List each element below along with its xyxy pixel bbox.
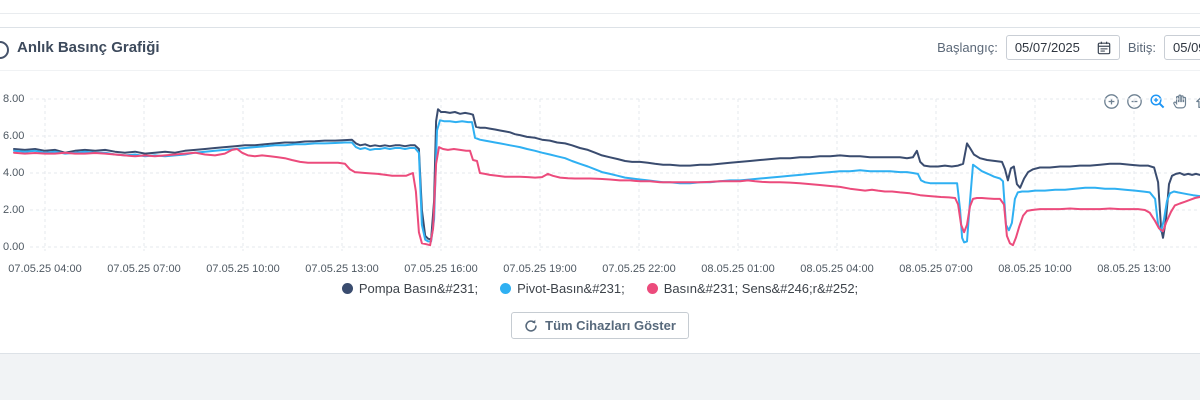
x-axis-tick: 07.05.25 13:00 bbox=[305, 263, 379, 275]
x-axis-tick: 08.05.25 10:00 bbox=[998, 263, 1072, 275]
x-axis-tick: 07.05.25 07:00 bbox=[107, 263, 181, 275]
legend-marker-icon bbox=[500, 283, 512, 294]
section-divider bbox=[0, 14, 1200, 28]
start-date-label: Başlangıç: bbox=[937, 40, 998, 55]
x-axis-tick: 07.05.25 22:00 bbox=[602, 263, 676, 275]
legend-label: Basın&#231; Sens&#246;r&#252; bbox=[663, 281, 859, 296]
y-axis-tick: 8.00 bbox=[3, 93, 25, 105]
legend-item[interactable]: Basın&#231; Sens&#246;r&#252; bbox=[646, 281, 859, 296]
y-axis-tick: 2.00 bbox=[3, 204, 25, 216]
legend-item[interactable]: Pompa Basın&#231; bbox=[341, 281, 479, 296]
start-date-value: 05/07/2025 bbox=[1014, 40, 1080, 55]
end-date-input[interactable]: 05/09/2025 bbox=[1164, 35, 1200, 60]
end-date-value: 05/09/2025 bbox=[1173, 40, 1200, 55]
previous-section-edge bbox=[0, 0, 1200, 14]
chart-toolbar bbox=[1103, 93, 1200, 110]
end-date-label: Bitiş: bbox=[1127, 40, 1156, 55]
zoom-in-icon[interactable] bbox=[1103, 93, 1120, 110]
home-reset-icon[interactable] bbox=[1195, 93, 1200, 110]
y-axis-tick: 6.00 bbox=[3, 130, 25, 142]
legend-marker-icon bbox=[646, 283, 658, 294]
x-axis-tick: 07.05.25 16:00 bbox=[404, 263, 478, 275]
page-title: Anlık Basınç Grafiği bbox=[17, 39, 160, 56]
pressure-chart-card: Anlık Basınç Grafiği Başlangıç: 05/07/20… bbox=[0, 28, 1200, 354]
y-axis-tick: 4.00 bbox=[3, 167, 25, 179]
x-axis-tick: 08.05.25 04:00 bbox=[800, 263, 874, 275]
legend-label: Pivot-Basın&#231; bbox=[517, 281, 625, 296]
x-axis-tick: 07.05.25 10:00 bbox=[206, 263, 280, 275]
chart-bullet-icon bbox=[0, 41, 9, 59]
x-axis-tick: 08.05.25 07:00 bbox=[899, 263, 973, 275]
chart-legend: Pompa Basın&#231; Pivot-Basın&#231; Basın&… bbox=[0, 281, 1200, 296]
x-axis-tick: 08.05.25 01:00 bbox=[701, 263, 775, 275]
start-date-input[interactable]: 05/07/2025 bbox=[1005, 35, 1120, 60]
legend-label: Pompa Basın&#231; bbox=[358, 281, 479, 296]
pan-icon[interactable] bbox=[1172, 93, 1189, 110]
legend-item[interactable]: Pivot-Basın&#231; bbox=[500, 281, 625, 296]
pressure-chart[interactable]: 8.00 6.00 4.00 2.00 0.00 07.05.25 04:00 07.05… bbox=[0, 83, 1200, 283]
y-axis-tick: 0.00 bbox=[3, 241, 25, 253]
x-axis-tick: 08.05.25 13:00 bbox=[1097, 263, 1171, 275]
x-axis-tick: 07.05.25 04:00 bbox=[8, 263, 82, 275]
date-range-controls: Başlangıç: 05/07/2025 Bitiş: 05/09/2025 bbox=[937, 35, 1200, 60]
show-all-devices-label: Tüm Cihazları Göster bbox=[545, 318, 676, 333]
pressure-line-chart[interactable] bbox=[0, 83, 1200, 273]
refresh-icon bbox=[525, 319, 537, 332]
selection-zoom-icon[interactable] bbox=[1149, 93, 1166, 110]
calendar-icon[interactable] bbox=[1097, 41, 1111, 55]
legend-marker-icon bbox=[341, 283, 353, 294]
card-header: Anlık Basınç Grafiği Başlangıç: 05/07/20… bbox=[0, 28, 1200, 71]
show-all-devices-button[interactable]: Tüm Cihazları Göster bbox=[511, 312, 689, 339]
button-row: Tüm Cihazları Göster bbox=[0, 312, 1200, 339]
x-axis-tick: 07.05.25 19:00 bbox=[503, 263, 577, 275]
